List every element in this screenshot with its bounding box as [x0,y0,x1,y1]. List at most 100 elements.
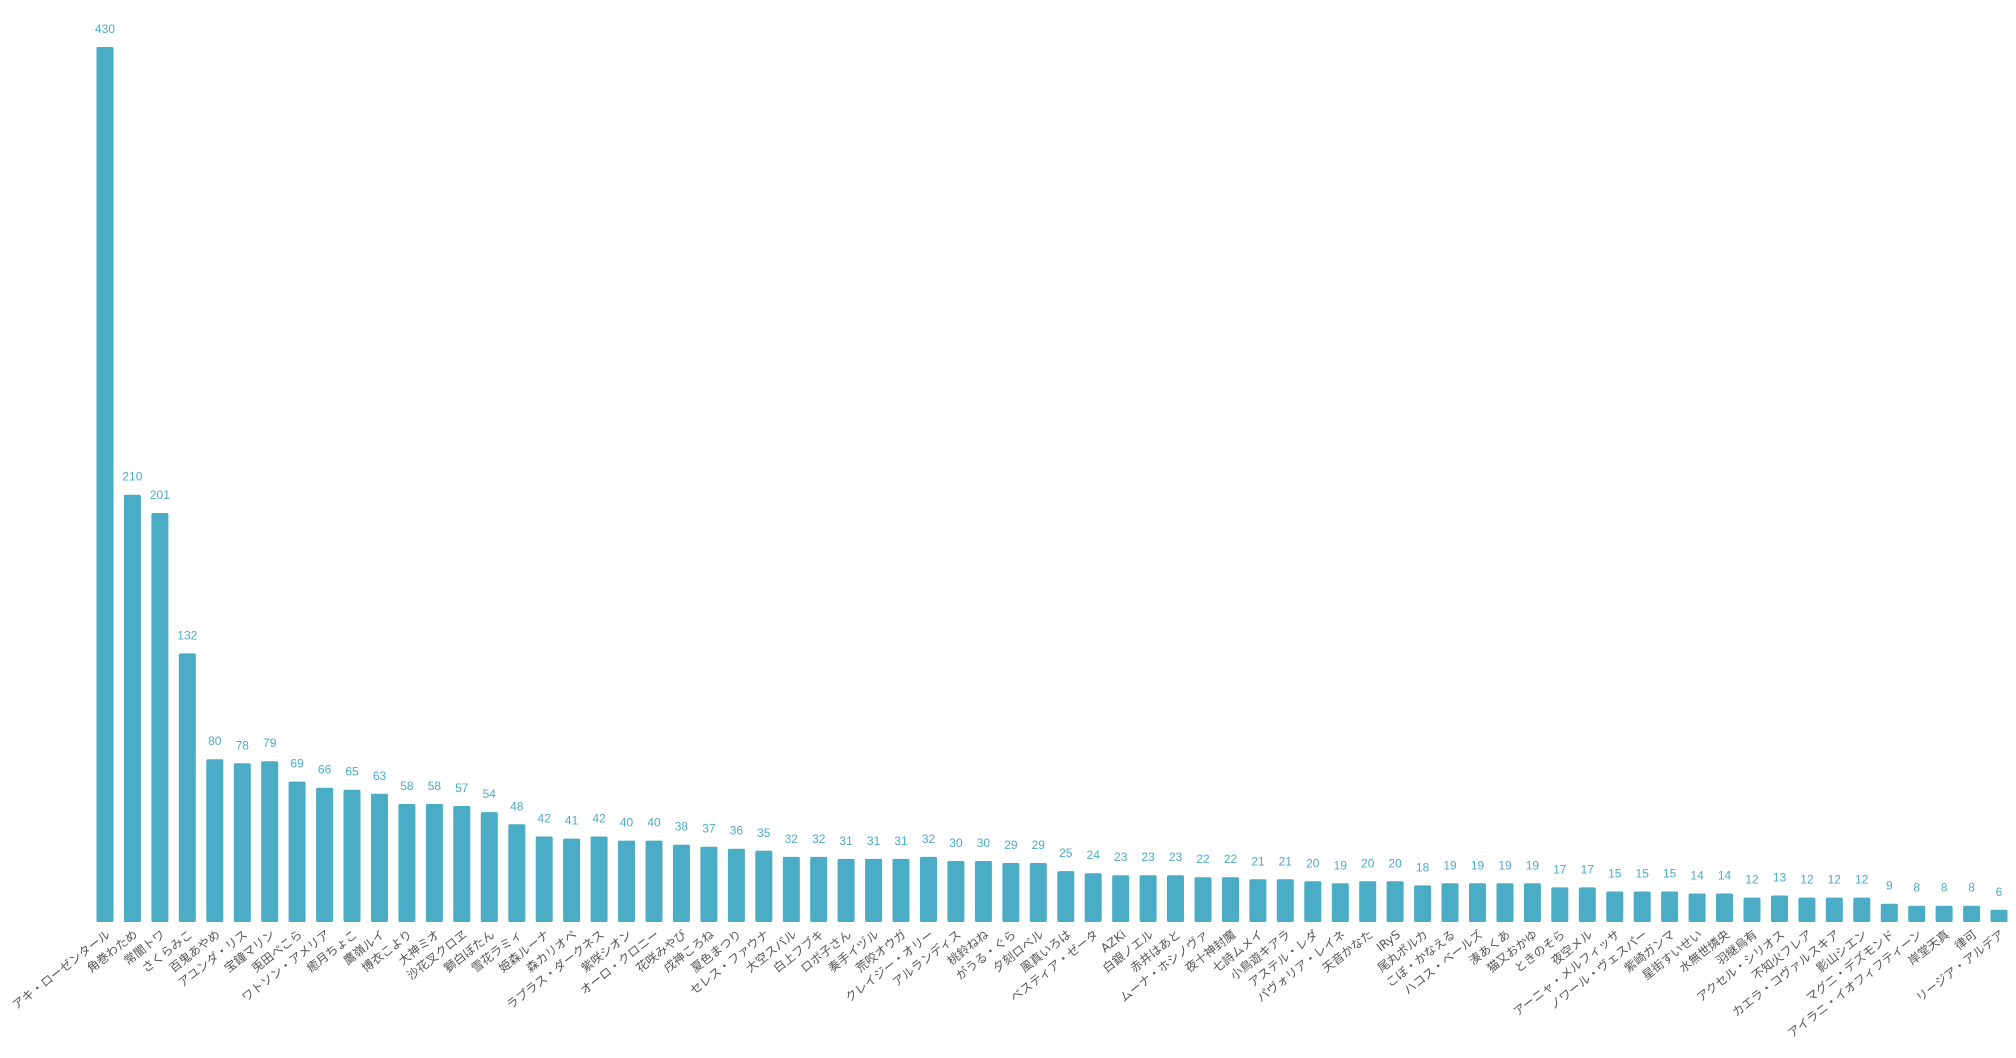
bar[interactable] [1606,891,1624,923]
bar[interactable] [1386,881,1404,922]
value-label: 430 [95,22,115,36]
bar[interactable] [1825,897,1843,922]
bar[interactable] [618,840,635,922]
bar[interactable] [1853,897,1871,922]
bar[interactable] [1441,883,1459,922]
value-label: 63 [373,769,387,783]
bar[interactable] [700,846,718,922]
bar[interactable] [1661,891,1679,923]
bar[interactable] [343,789,361,922]
bar[interactable] [371,793,388,922]
value-label: 23 [1169,850,1183,864]
bar[interactable] [1167,875,1184,922]
bar[interactable] [1029,863,1047,922]
bar[interactable] [1743,897,1761,922]
bar[interactable] [1331,883,1349,922]
bar[interactable] [645,840,663,922]
bar[interactable] [535,836,553,923]
value-label: 30 [949,836,963,850]
value-label: 20 [1361,856,1375,870]
bar[interactable] [123,494,141,922]
bar[interactable] [974,861,992,922]
value-label: 58 [428,779,442,793]
bar[interactable] [1304,881,1322,922]
bar[interactable] [1880,903,1898,922]
value-label: 37 [702,822,716,836]
bar[interactable] [398,804,416,922]
bar[interactable] [1551,887,1569,922]
bar[interactable] [1057,871,1075,922]
value-label: 31 [894,834,908,848]
bar[interactable] [1414,885,1432,922]
bar[interactable] [920,856,937,922]
value-label: 79 [263,736,277,750]
value-label: 32 [922,832,936,846]
bar[interactable] [947,861,965,922]
bar[interactable] [810,856,828,922]
bar[interactable] [672,844,690,922]
bar[interactable] [1908,905,1926,922]
value-label: 132 [177,628,197,642]
value-label: 17 [1581,862,1595,876]
bar[interactable] [1469,883,1486,922]
value-label: 19 [1334,858,1348,872]
bar[interactable] [1359,881,1377,922]
bar[interactable] [892,858,910,922]
bar[interactable] [453,806,471,922]
value-label: 32 [812,832,826,846]
value-label: 6 [1996,885,2003,899]
bar[interactable] [1798,897,1816,922]
bar[interactable] [563,838,581,922]
value-label: 40 [647,816,661,830]
bar[interactable] [1194,877,1212,922]
bar[interactable] [233,763,251,922]
bar[interactable] [1771,895,1788,923]
bars-group [96,47,2008,923]
bar[interactable] [1963,905,1981,922]
bar[interactable] [865,858,883,922]
bar[interactable] [782,856,800,922]
bar[interactable] [261,761,279,922]
bar[interactable] [590,836,608,923]
bar[interactable] [1935,905,1953,922]
bar[interactable] [1578,887,1596,922]
bar[interactable] [1139,875,1157,922]
bar[interactable] [837,858,855,922]
bar[interactable] [1249,879,1267,922]
value-label: 29 [1004,838,1018,852]
bar[interactable] [1084,873,1102,922]
bar[interactable] [206,759,224,922]
value-label: 22 [1196,852,1210,866]
value-label: 19 [1471,858,1485,872]
bar[interactable] [288,781,306,922]
bar[interactable] [178,653,196,922]
bar[interactable] [1112,875,1130,922]
bar[interactable] [1633,891,1651,923]
value-label: 78 [236,738,250,752]
bar[interactable] [425,804,443,922]
bar[interactable] [151,513,169,922]
value-label: 30 [977,836,991,850]
value-label: 15 [1636,867,1650,881]
bar[interactable] [1990,909,2008,922]
bar[interactable] [316,787,334,922]
bar[interactable] [1716,893,1733,923]
value-label: 25 [1059,846,1073,860]
value-label: 14 [1690,869,1704,883]
bar[interactable] [1002,863,1020,922]
value-label: 9 [1886,879,1893,893]
bar[interactable] [480,812,498,922]
bar[interactable] [1222,877,1239,922]
bar[interactable] [1523,883,1541,922]
bar[interactable] [96,47,114,922]
bar[interactable] [508,824,526,922]
value-label: 17 [1553,862,1567,876]
bar[interactable] [1688,893,1706,923]
bar[interactable] [1496,883,1514,922]
bar[interactable] [727,848,745,922]
bar[interactable] [1276,879,1294,922]
bar[interactable] [755,850,773,922]
value-label: 14 [1718,869,1732,883]
